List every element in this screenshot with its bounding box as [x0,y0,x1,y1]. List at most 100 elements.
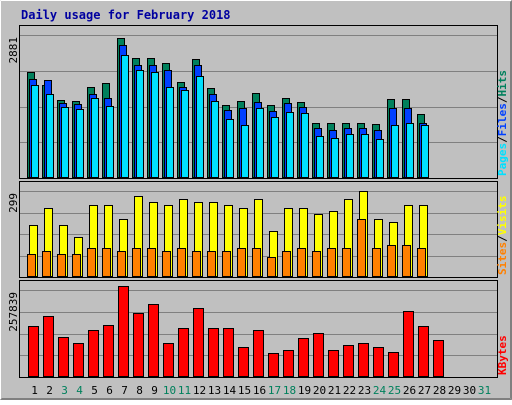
bar-kbytes [58,337,69,377]
bar-sites [252,248,261,277]
bar-sites [162,251,171,277]
panel-frame [19,181,498,278]
bar-sites [57,254,66,277]
bar-pages [91,98,99,178]
bar-pages [136,70,144,178]
bar-sites [102,248,111,277]
panel-frame [19,25,498,179]
bar-kbytes [133,313,144,377]
bar-pages [241,125,249,178]
legend-entry: Pages [496,143,509,176]
bar-pages [151,72,159,178]
panel-max-label: 257839 [7,292,20,332]
bar-kbytes [418,326,429,377]
bar-kbytes [223,328,234,377]
panel-legend: Sites/Visits [496,196,509,276]
x-tick-label: 30 [463,384,476,397]
x-tick-label: 11 [178,384,191,397]
bar-kbytes [358,343,369,377]
x-tick-label: 5 [91,384,98,397]
bar-sites [402,245,411,277]
x-tick-label: 20 [313,384,326,397]
x-tick-label: 29 [448,384,461,397]
x-tick-label: 6 [106,384,113,397]
legend-entry: Visits [496,196,509,236]
x-tick-label: 13 [208,384,221,397]
panel-legend: KBytes [496,335,509,375]
chart-title: Daily usage for February 2018 [21,8,231,22]
legend-entry: Sites [496,242,509,275]
bar-pages [211,101,219,178]
legend-entry: / [496,136,509,143]
bar-pages [361,134,369,178]
bar-kbytes [328,350,339,377]
bar-pages [61,107,69,178]
bar-pages [421,125,429,178]
x-tick-label: 2 [46,384,53,397]
panel-max-label: 2881 [7,37,20,64]
legend-entry: Files [496,103,509,136]
bar-kbytes [118,286,129,377]
bar-sites [117,251,126,277]
bar-kbytes [163,343,174,377]
bar-kbytes [28,326,39,377]
bar-sites [357,219,366,277]
x-tick-label: 8 [136,384,143,397]
x-tick-label: 9 [151,384,158,397]
bar-sites [237,248,246,277]
bar-pages [331,138,339,178]
panel-bottom: 257839 KBytes [7,280,509,378]
bar-sites [177,248,186,277]
bar-kbytes [103,325,114,377]
series-sites [27,219,426,277]
x-tick-label: 23 [358,384,371,397]
series-kbytes [28,286,444,377]
bar-kbytes [283,350,294,377]
bar-pages [376,139,384,178]
bar-kbytes [433,340,444,377]
bar-sites [207,251,216,277]
legend-entry: / [496,235,509,242]
bar-kbytes [253,330,264,377]
bar-kbytes [373,347,384,377]
series-pages [31,55,429,178]
bar-kbytes [403,311,414,377]
panel-middle: 299 Sites/Visits [7,181,509,278]
bar-pages [346,134,354,178]
panel-frame [19,280,498,378]
x-tick-label: 21 [328,384,341,397]
x-tick-label: 26 [403,384,416,397]
x-tick-label: 16 [253,384,266,397]
x-tick-label: 24 [373,384,387,397]
bar-pages [391,125,399,178]
bar-kbytes [388,352,399,377]
x-tick-label: 27 [418,384,431,397]
bar-sites [147,248,156,277]
bar-pages [316,136,324,178]
x-tick-label: 15 [238,384,251,397]
bar-kbytes [313,333,324,377]
bar-sites [297,248,306,277]
bar-sites [27,254,36,277]
bar-kbytes [343,345,354,377]
bar-pages [256,108,264,178]
bar-kbytes [193,308,204,377]
bar-sites [222,251,231,277]
bar-kbytes [238,347,249,377]
bar-pages [166,87,174,178]
x-tick-label: 17 [268,384,281,397]
panel-max-label: 299 [7,193,20,213]
bar-kbytes [298,338,309,377]
series-visits [29,191,428,277]
bar-pages [301,113,309,178]
x-tick-label: 12 [193,384,206,397]
bar-sites [87,248,96,277]
bar-kbytes [178,328,189,377]
x-tick-label: 14 [223,384,237,397]
x-tick-label: 3 [61,384,68,397]
legend-entry: / [496,96,509,103]
bar-kbytes [148,304,159,377]
legend-entry: KBytes [496,335,509,375]
x-tick-label: 22 [343,384,356,397]
